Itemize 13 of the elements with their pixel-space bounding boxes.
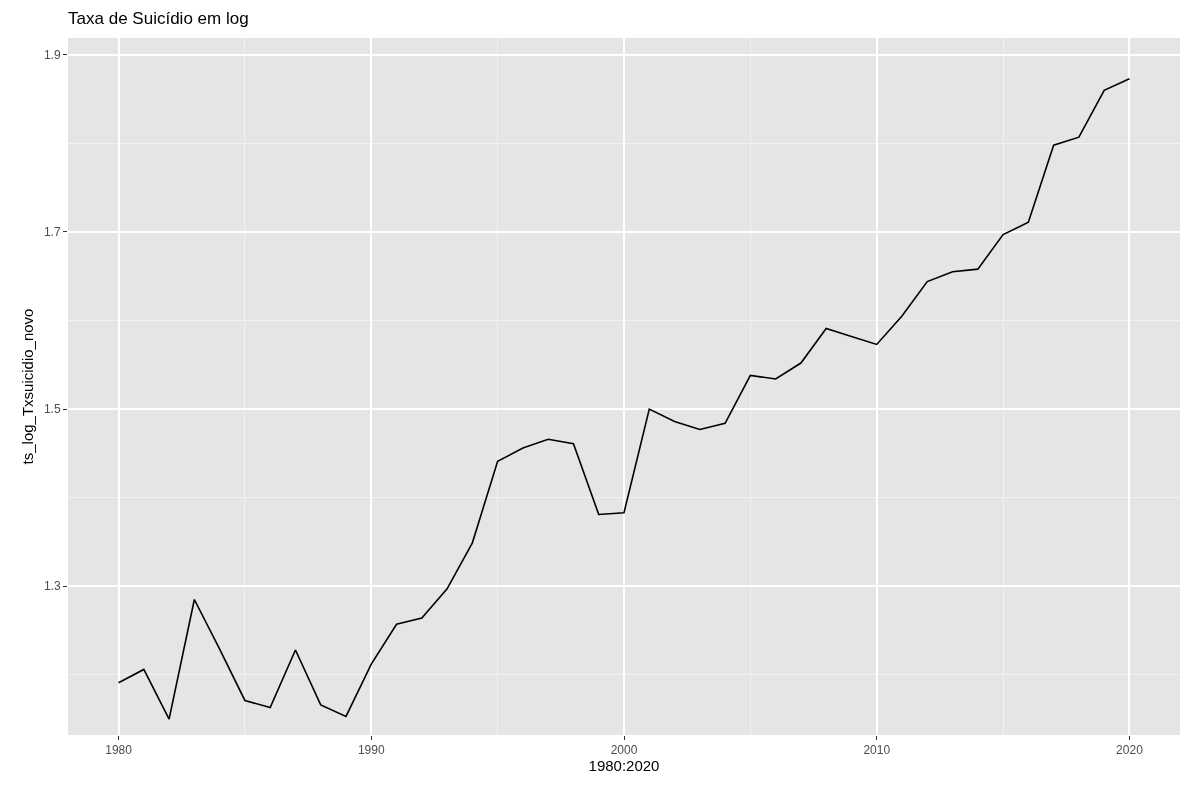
x-tick-label: 1980	[105, 743, 133, 758]
x-tick-label: 1990	[357, 743, 385, 758]
x-tick-label: 2020	[1116, 743, 1144, 758]
chart-title: Taxa de Suicídio em log	[68, 8, 249, 28]
x-tick-label: 2000	[610, 743, 638, 758]
y-tick-label: 1.9	[43, 48, 61, 63]
y-tick-label: 1.7	[43, 225, 61, 240]
y-tick-label: 1.3	[43, 579, 61, 594]
line-series	[117, 77, 1131, 720]
y-axis-title: ts_log_Txsuicidio_novo	[19, 308, 37, 465]
x-axis-title: 1980:2020	[588, 757, 660, 775]
x-tick-label: 2010	[863, 743, 891, 758]
y-tick-label: 1.5	[43, 402, 61, 417]
